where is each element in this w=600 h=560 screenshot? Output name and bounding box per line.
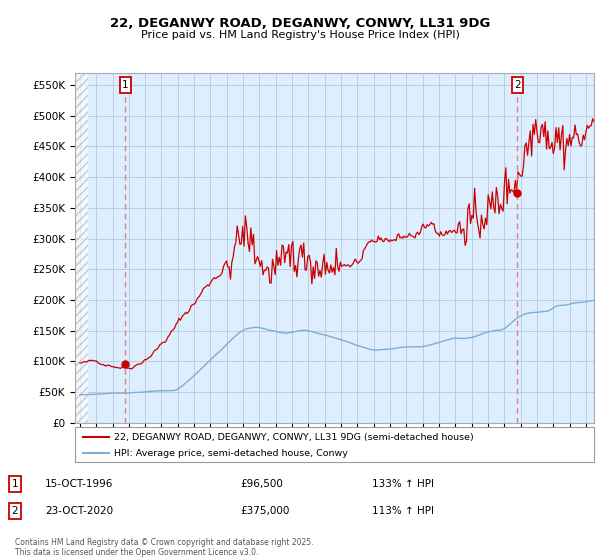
Text: 1: 1 <box>11 479 19 489</box>
Text: 22, DEGANWY ROAD, DEGANWY, CONWY, LL31 9DG: 22, DEGANWY ROAD, DEGANWY, CONWY, LL31 9… <box>110 17 490 30</box>
Text: £375,000: £375,000 <box>240 506 289 516</box>
Text: Contains HM Land Registry data © Crown copyright and database right 2025.
This d: Contains HM Land Registry data © Crown c… <box>15 538 314 557</box>
Text: HPI: Average price, semi-detached house, Conwy: HPI: Average price, semi-detached house,… <box>114 449 348 458</box>
FancyBboxPatch shape <box>75 427 594 462</box>
Text: 133% ↑ HPI: 133% ↑ HPI <box>372 479 434 489</box>
Text: Price paid vs. HM Land Registry's House Price Index (HPI): Price paid vs. HM Land Registry's House … <box>140 30 460 40</box>
Text: £96,500: £96,500 <box>240 479 283 489</box>
Text: 22, DEGANWY ROAD, DEGANWY, CONWY, LL31 9DG (semi-detached house): 22, DEGANWY ROAD, DEGANWY, CONWY, LL31 9… <box>114 432 473 441</box>
Text: 15-OCT-1996: 15-OCT-1996 <box>45 479 113 489</box>
Text: 2: 2 <box>514 80 521 90</box>
Text: 113% ↑ HPI: 113% ↑ HPI <box>372 506 434 516</box>
Text: 23-OCT-2020: 23-OCT-2020 <box>45 506 113 516</box>
Text: 2: 2 <box>11 506 19 516</box>
Text: 1: 1 <box>122 80 129 90</box>
